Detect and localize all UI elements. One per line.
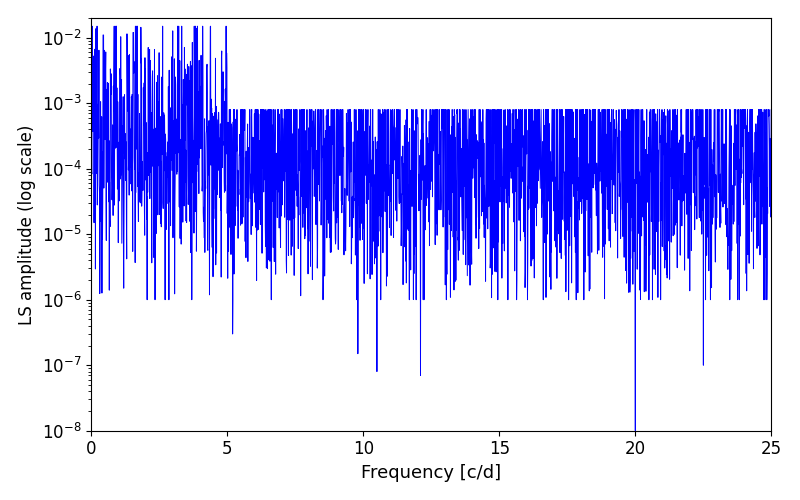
Y-axis label: LS amplitude (log scale): LS amplitude (log scale) (18, 124, 36, 324)
X-axis label: Frequency [c/d]: Frequency [c/d] (361, 464, 502, 482)
